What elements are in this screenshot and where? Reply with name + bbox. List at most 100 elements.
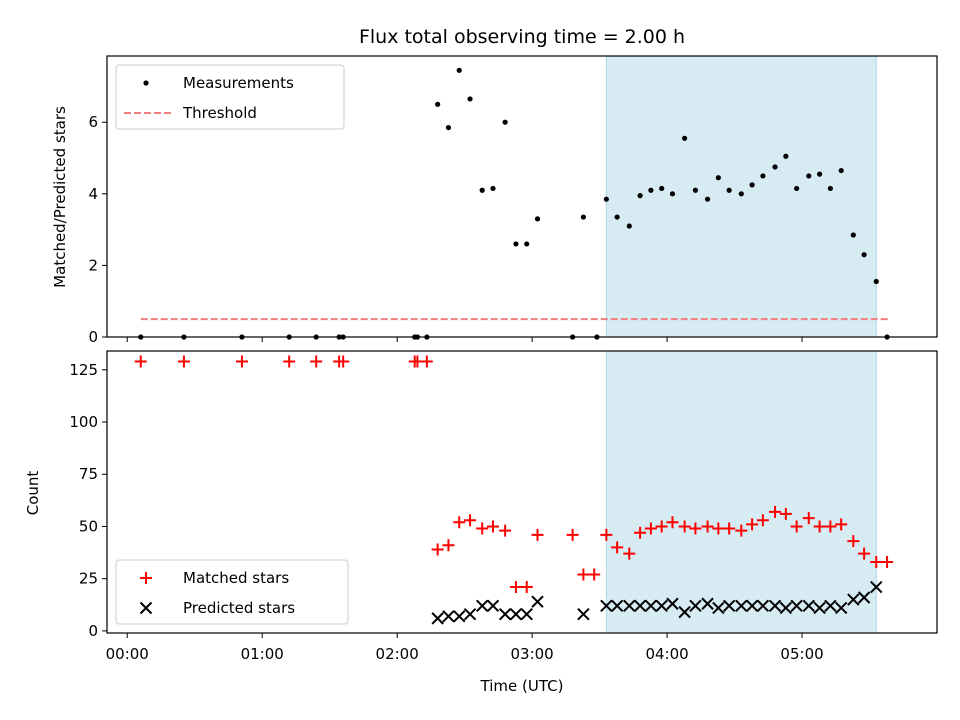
bottom-series0-point [779,507,792,520]
bottom-series0-point [431,543,444,556]
top-series0-point [749,182,755,188]
bottom-series0-point [134,355,147,368]
bottom-x-tick-label: 04:00 [645,645,688,663]
bottom-series1-point [678,605,691,619]
bottom-series1-point [847,593,860,606]
top-series0-point [692,187,699,193]
top-series0-point [760,173,766,179]
count-panel: 0 25 50 75 100 125 00:00 01:00 02:00 03:00 04:00 05… [69,350,938,663]
bottom-series0-point [577,568,590,581]
bottom-series0-point [611,541,624,554]
bottom-series1-point [655,599,668,613]
bottom-series0-point [453,516,466,529]
bottom-series1-point [623,599,636,613]
top-series0-point [726,187,732,193]
top-series0-point [479,187,485,193]
bottom-legend: Matched stars Predicted stars [115,559,349,625]
bottom-series1-point [735,599,748,613]
bottom-x-tick-label: 01:00 [241,645,284,663]
bottom-series0-point [520,581,533,594]
top-legend-box [115,64,345,130]
bottom-series0-point [588,568,601,581]
top-series0-point [637,193,643,199]
top-series0-point [783,153,789,159]
legend-x-marker [139,601,153,615]
bottom-series1-point [610,599,624,613]
top-series0-point [603,196,609,202]
bottom-series1-point [722,599,736,613]
bottom-axes-frame [106,350,938,634]
top-y-tick-label: 2 [88,256,98,274]
bottom-series0-point [442,539,455,552]
top-series0-point [794,185,800,192]
bottom-series1-point [745,599,759,613]
top-series0-point [715,175,721,181]
bottom-series1-point [802,599,815,613]
x-axis-label: Time (UTC) [480,677,564,695]
bottom-y-axis-label: Count [24,471,42,516]
bottom-series1-point [834,601,848,615]
bottom-series0-point [420,355,433,368]
bottom-series0-point [858,547,871,560]
top-series0-point [861,252,867,258]
bottom-series1-point [666,597,679,610]
legend-label: Matched stars [183,569,289,587]
legend-dot-marker [143,80,149,86]
top-y-tick-label: 0 [88,328,98,346]
bottom-series1-point [509,607,523,621]
bottom-y-tick-label: 100 [69,413,98,431]
top-y-axis-label: Matched/Predicted stars [51,106,69,288]
bottom-series1-point [531,595,544,608]
bottom-series0-point [735,524,748,537]
legend-label: Predicted stars [183,599,295,617]
bottom-y-tick-label: 25 [79,570,98,588]
top-series0-point [772,164,778,170]
bottom-series0-point [623,547,636,560]
bottom-series0-point [746,518,759,531]
bottom-y-tick-label: 125 [69,361,98,379]
bottom-series1-point [475,599,489,613]
bottom-series0-point [310,355,323,368]
bottom-series0-point [756,514,769,527]
bottom-series0-point [689,522,702,535]
top-series0-point [838,167,844,174]
bottom-series1-point [689,599,702,613]
top-series0-point [456,67,462,73]
top-series0-point [669,191,676,197]
top-legend: Measurements Threshold [115,64,345,130]
top-y-tick-label: 6 [88,113,98,131]
legend-label: Threshold [182,104,257,122]
bottom-series1-point [431,612,444,625]
bottom-series0-point [486,520,499,533]
bottom-series0-point [464,514,477,527]
bottom-series1-point [463,607,477,621]
bottom-series0-point [835,518,848,531]
bottom-y-tick-label: 50 [79,517,98,535]
top-series0-point [614,214,620,220]
bottom-series0-point [813,520,826,533]
bottom-series0-point [655,520,668,533]
bottom-y-tick-label: 75 [79,465,98,483]
top-series0-point [648,187,654,193]
ratio-panel: 0 2 4 6 Measurements Threshold [88,55,938,346]
chart-title: Flux total observing time = 2.00 h [359,26,685,48]
top-series0-point [513,241,519,247]
top-series0-point [502,119,508,125]
bottom-series0-point [701,520,714,533]
bottom-series1-point [813,601,826,615]
top-y-tick-label: 4 [88,185,98,203]
top-series0-point [738,191,744,197]
bottom-x-tick-label: 05:00 [780,645,823,663]
bottom-series1-point [453,610,466,623]
bottom-series0-point [337,355,350,368]
legend-label: Measurements [183,74,294,92]
top-series0-point [534,216,541,222]
bottom-legend-box [115,559,349,625]
top-series0-point [873,278,879,285]
bottom-series1-point [870,580,883,594]
bottom-series1-point [824,599,837,613]
bottom-series0-point [499,524,512,537]
top-series0-point [816,171,823,177]
bottom-y-tick-label: 0 [88,622,98,640]
